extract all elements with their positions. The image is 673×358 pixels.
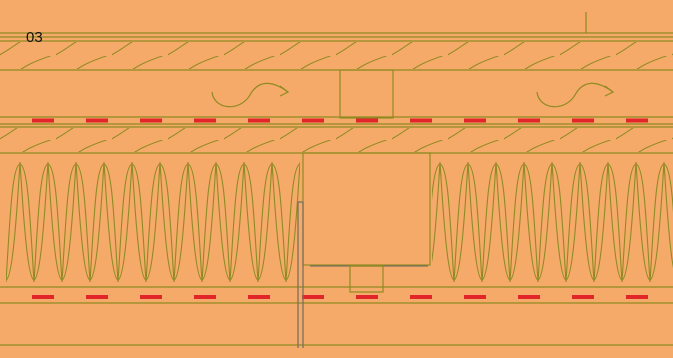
lower-membrane xyxy=(0,287,673,345)
upper-membrane xyxy=(0,117,673,124)
page: 03 xyxy=(0,0,673,358)
sheathing-board xyxy=(0,127,673,153)
construction-detail: 03 xyxy=(0,0,673,358)
airflow-arrows xyxy=(212,83,613,106)
batten xyxy=(340,70,393,118)
top-board xyxy=(0,12,673,70)
stud xyxy=(303,153,430,292)
detail-number: 03 xyxy=(26,29,43,46)
